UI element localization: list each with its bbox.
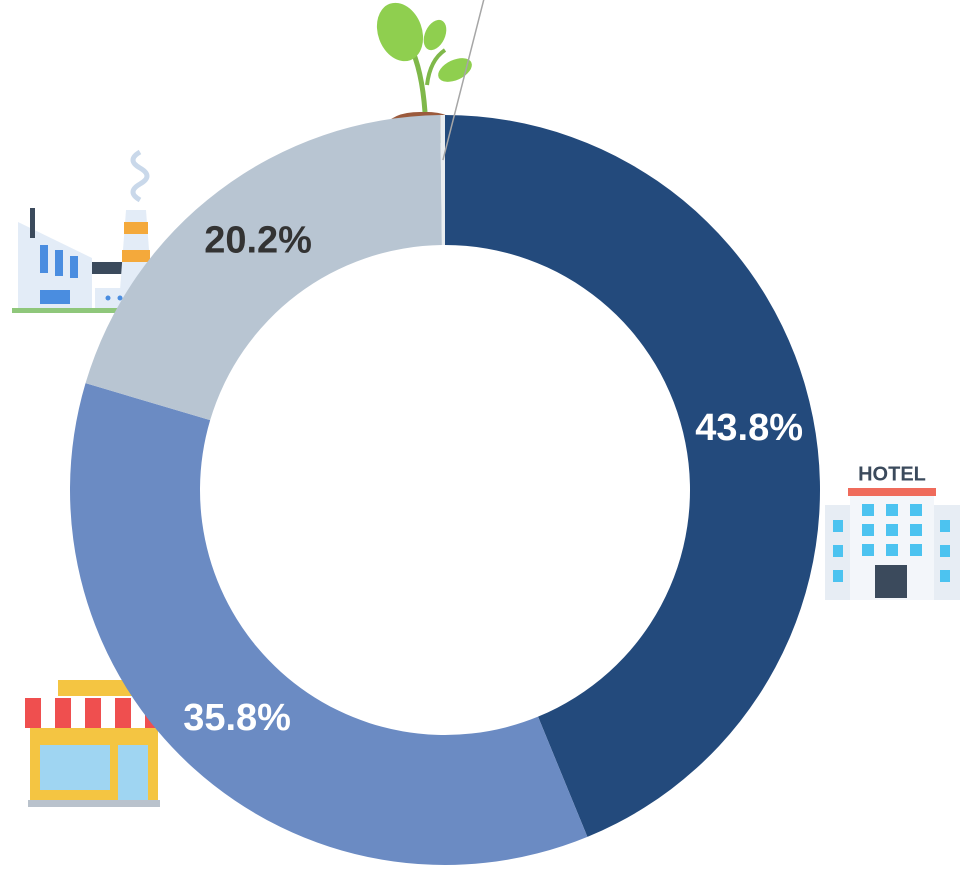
data-label: 35.8% — [183, 697, 291, 739]
donut-segment — [445, 115, 820, 837]
leader-line — [442, 0, 485, 161]
shop-icon — [25, 680, 160, 807]
donut-segment — [440, 115, 445, 246]
data-label: 20.2% — [204, 220, 312, 262]
icon-label: HOTEL — [858, 463, 926, 485]
data-label: 43.8% — [695, 407, 803, 449]
donut-segment — [85, 115, 442, 421]
hotel-icon: HOTEL — [825, 463, 960, 600]
data-label: 0.2% — [511, 0, 598, 6]
donut-segment — [69, 383, 588, 865]
